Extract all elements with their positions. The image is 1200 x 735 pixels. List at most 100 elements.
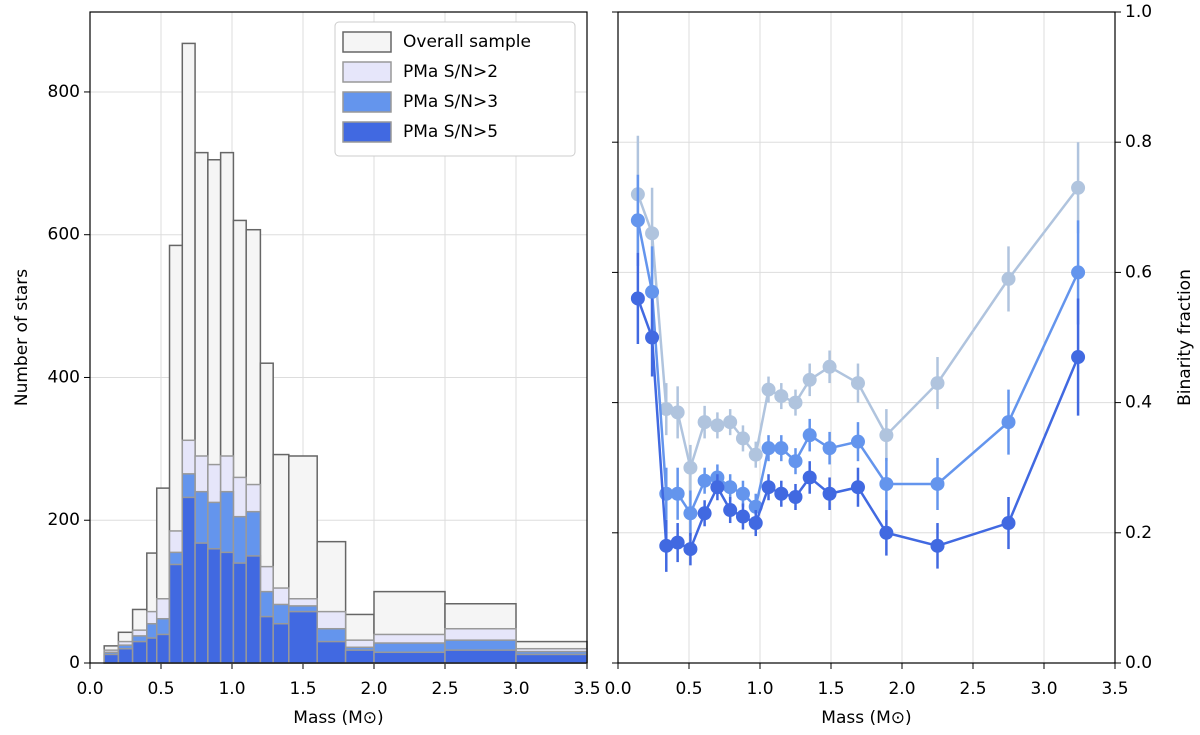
point: [879, 476, 894, 491]
x-tick-label: 1.5: [289, 679, 316, 699]
y-tick-label: 400: [48, 367, 80, 387]
bar: [194, 542, 209, 664]
point: [735, 509, 750, 524]
legend: Overall sample PMa S/N>2 PMa S/N>3 PMa S/N>…: [334, 21, 576, 157]
bar: [103, 653, 120, 664]
point: [774, 486, 789, 501]
bar: [373, 651, 446, 664]
y-axis-label: Binarity fraction: [1175, 269, 1195, 406]
bar: [155, 633, 171, 664]
point: [850, 480, 865, 495]
point: [761, 382, 776, 397]
legend-label: PMa S/N>3: [403, 92, 498, 112]
point: [802, 428, 817, 443]
x-tick-label: 3.0: [502, 679, 529, 699]
point: [822, 359, 837, 374]
point: [879, 428, 894, 443]
point: [735, 431, 750, 446]
x-tick-label: 0.5: [675, 679, 702, 699]
point: [710, 418, 725, 433]
y-tick-label: 1.0: [1125, 2, 1152, 22]
point: [723, 503, 738, 518]
point: [659, 538, 674, 553]
point: [697, 415, 712, 430]
bar: [146, 637, 158, 664]
y-tick-label: 0.0: [1125, 653, 1152, 673]
point: [683, 506, 698, 521]
legend-swatch: [342, 61, 392, 83]
x-tick-label: 2.0: [360, 679, 387, 699]
legend-label: PMa S/N>5: [403, 122, 498, 142]
point: [822, 441, 837, 456]
point: [1001, 271, 1016, 286]
point: [748, 516, 763, 531]
point: [683, 542, 698, 557]
bar: [515, 653, 588, 664]
point: [1071, 350, 1086, 365]
y-tick-label: 800: [48, 82, 80, 102]
point: [670, 535, 685, 550]
y-tick-label: 0.8: [1125, 132, 1152, 152]
point: [1071, 180, 1086, 195]
legend-swatch: [342, 121, 392, 143]
y-tick-label: 0.4: [1125, 393, 1152, 413]
bar: [117, 647, 134, 664]
bar: [316, 640, 347, 664]
x-tick-label: 2.5: [431, 679, 458, 699]
bar: [181, 496, 196, 664]
x-tick-label: 1.0: [218, 679, 245, 699]
point: [748, 447, 763, 462]
point: [822, 486, 837, 501]
x-tick-label: 2.0: [888, 679, 915, 699]
bar: [344, 649, 375, 664]
x-tick-label: 3.0: [1030, 679, 1057, 699]
point: [723, 415, 738, 430]
x-tick-label: 3.5: [573, 679, 600, 699]
x-axis-label: Mass (M⊙): [293, 708, 383, 728]
point: [774, 441, 789, 456]
point: [710, 480, 725, 495]
legend-label: Overall sample: [403, 32, 531, 52]
point: [645, 226, 660, 241]
x-tick-label: 0.0: [604, 679, 631, 699]
bar: [272, 622, 290, 664]
legend-swatch: [342, 91, 392, 113]
point: [697, 506, 712, 521]
legend-box: [334, 21, 576, 157]
y-tick-label: 600: [48, 225, 80, 245]
point: [930, 538, 945, 553]
point: [645, 330, 660, 345]
point: [1071, 265, 1086, 280]
point: [930, 476, 945, 491]
point: [930, 376, 945, 391]
y-tick-label: 0.2: [1125, 523, 1152, 543]
bar: [259, 615, 274, 664]
point: [774, 389, 789, 404]
point: [761, 480, 776, 495]
point: [761, 441, 776, 456]
point: [788, 489, 803, 504]
x-tick-label: 3.5: [1101, 679, 1128, 699]
legend-swatch: [342, 31, 392, 53]
y-axis-label: Number of stars: [12, 269, 32, 406]
bar: [288, 610, 318, 664]
point: [670, 486, 685, 501]
line: [636, 187, 1080, 473]
point: [735, 486, 750, 501]
bar: [232, 562, 247, 664]
point: [1001, 415, 1016, 430]
x-axis-label: Mass (M⊙): [821, 708, 911, 728]
point: [645, 284, 660, 299]
point: [802, 470, 817, 485]
x-tick-label: 2.5: [959, 679, 986, 699]
legend-label: PMa S/N>2: [403, 62, 498, 82]
point: [850, 434, 865, 449]
point: [630, 213, 645, 228]
bar: [207, 548, 222, 664]
point: [1001, 516, 1016, 531]
point: [670, 405, 685, 420]
point: [802, 372, 817, 387]
axes-frame: [89, 11, 588, 664]
bar: [168, 563, 184, 664]
